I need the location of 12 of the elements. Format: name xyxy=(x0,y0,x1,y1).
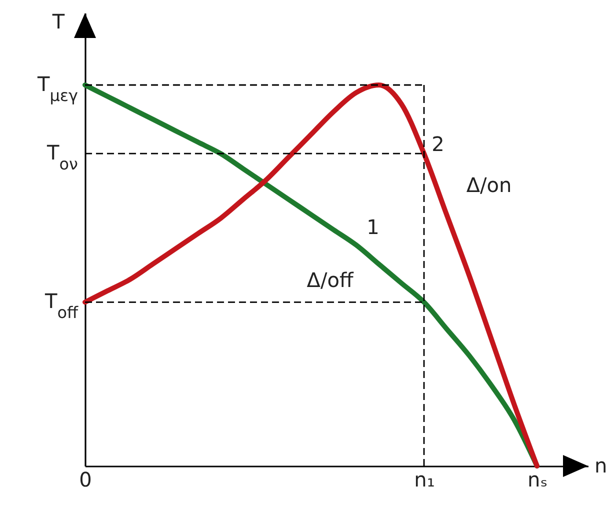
y-axis-title: T xyxy=(51,10,66,34)
x-tick-label: n₁ xyxy=(414,468,435,492)
x-axis-title: n xyxy=(594,454,608,478)
ref-line-label: T$_{μεγ}$ xyxy=(36,72,78,104)
ref-line-label: T$_{off}$ xyxy=(44,289,79,322)
series-label: 2 xyxy=(432,132,444,156)
ref-line-label: T$_{ον}$ xyxy=(46,140,78,174)
x-tick-label: 0 xyxy=(79,468,92,492)
annotation: Δ/off xyxy=(306,268,354,292)
x-tick-label: nₛ xyxy=(527,468,548,492)
series-label: 1 xyxy=(366,215,380,239)
annotation: Δ/on xyxy=(466,173,512,197)
